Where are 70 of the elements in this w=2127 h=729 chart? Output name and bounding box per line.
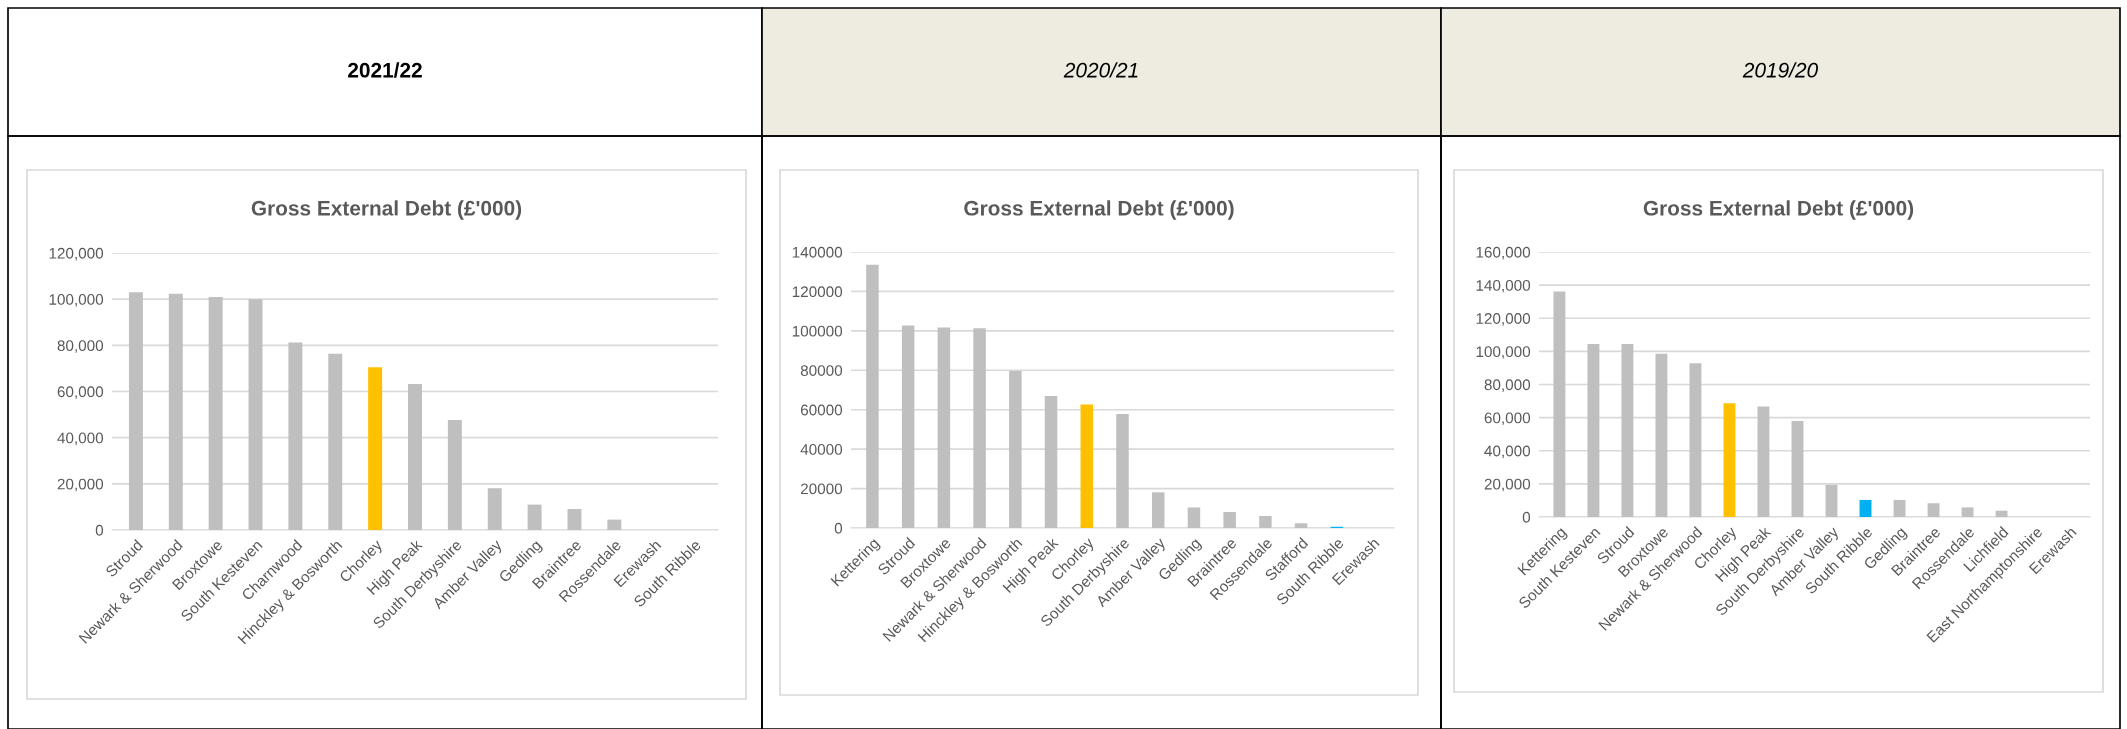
bar bbox=[1009, 370, 1022, 528]
y-tick-label: 60,000 bbox=[1484, 412, 1531, 426]
bar bbox=[1927, 503, 1940, 517]
bar bbox=[1553, 291, 1566, 517]
bar bbox=[1187, 507, 1201, 528]
y-tick-label: 40,000 bbox=[1484, 445, 1531, 459]
y-tick-label: 40,000 bbox=[57, 432, 104, 446]
y-tick-label: 120,000 bbox=[49, 247, 104, 261]
y-tick-label: 40000 bbox=[800, 444, 843, 455]
y-tick-label: 140,000 bbox=[1476, 279, 1531, 293]
bar bbox=[208, 297, 223, 530]
bar bbox=[1223, 512, 1236, 528]
bar bbox=[248, 299, 263, 530]
bar bbox=[128, 292, 143, 530]
bar bbox=[607, 519, 622, 530]
chart-title: Gross External Debt (£'000) bbox=[251, 200, 522, 220]
y-tick-label: 80,000 bbox=[57, 340, 104, 353]
bar bbox=[1995, 510, 2008, 517]
chart-subtitle: 2021/22 bbox=[348, 62, 422, 78]
y-tick-label: 100000 bbox=[792, 325, 843, 337]
bar bbox=[1825, 484, 1838, 517]
bar bbox=[1044, 396, 1058, 528]
y-tick-label: 160,000 bbox=[1476, 246, 1531, 260]
bar bbox=[1151, 492, 1165, 528]
bar bbox=[1587, 344, 1600, 517]
bar bbox=[1893, 499, 1906, 517]
y-tick-label: 60000 bbox=[800, 404, 843, 416]
bar bbox=[408, 383, 422, 530]
bar bbox=[288, 342, 303, 530]
bar bbox=[328, 353, 343, 530]
bar bbox=[447, 419, 462, 530]
bar bbox=[567, 508, 582, 530]
bar bbox=[1116, 414, 1129, 528]
bar bbox=[168, 293, 183, 530]
chart-title: Gross External Debt (£'000) bbox=[1643, 200, 1914, 220]
y-tick-label: 80,000 bbox=[1484, 379, 1531, 392]
bar bbox=[973, 328, 986, 528]
bar bbox=[901, 325, 915, 528]
y-tick-label: 20,000 bbox=[57, 478, 104, 492]
y-tick-label: 0 bbox=[95, 524, 104, 536]
bar bbox=[1621, 344, 1634, 517]
y-tick-label: 80000 bbox=[800, 365, 843, 376]
bar bbox=[527, 504, 542, 530]
y-tick-label: 100,000 bbox=[49, 294, 104, 307]
bar bbox=[1294, 523, 1308, 528]
bar bbox=[1723, 403, 1736, 517]
bar bbox=[1655, 353, 1668, 517]
chart-subtitle: 2019/20 bbox=[1742, 62, 1818, 78]
y-tick-label: 120,000 bbox=[1476, 313, 1531, 326]
chart-title: Gross External Debt (£'000) bbox=[964, 200, 1234, 220]
bar bbox=[1080, 404, 1094, 528]
chart-subtitle: 2020/21 bbox=[1063, 62, 1138, 78]
bar bbox=[1859, 499, 1872, 517]
y-tick-label: 20,000 bbox=[1484, 478, 1531, 492]
bar bbox=[1791, 421, 1804, 517]
y-tick-label: 60,000 bbox=[57, 386, 104, 399]
bar bbox=[866, 264, 879, 528]
y-tick-label: 100,000 bbox=[1476, 346, 1531, 359]
y-tick-label: 140000 bbox=[792, 246, 843, 258]
y-tick-label: 20000 bbox=[800, 483, 843, 495]
bar bbox=[368, 367, 383, 530]
bar bbox=[1757, 406, 1770, 517]
bar bbox=[487, 488, 502, 530]
bar bbox=[937, 327, 951, 528]
bar bbox=[1689, 363, 1702, 517]
y-tick-label: 0 bbox=[834, 522, 843, 534]
y-tick-label: 120000 bbox=[792, 286, 843, 298]
y-tick-label: 0 bbox=[1522, 511, 1531, 523]
bar bbox=[1961, 507, 1974, 517]
bar bbox=[1259, 515, 1272, 528]
